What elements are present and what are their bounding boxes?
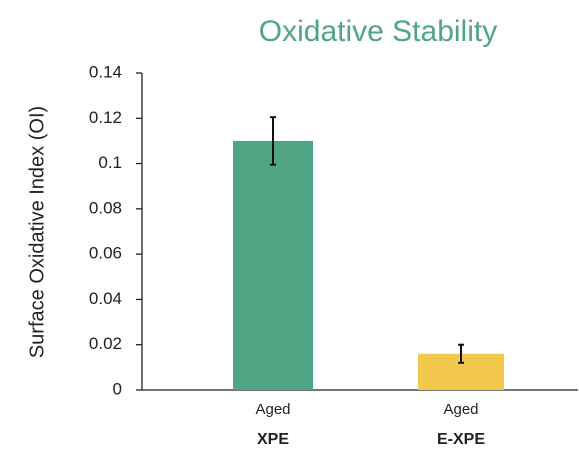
y-tick-label: 0.12: [89, 108, 122, 127]
y-tick-label: 0.04: [89, 289, 122, 308]
y-tick-label: 0.06: [89, 244, 122, 263]
y-tick-label: 0: [113, 379, 122, 398]
chart-title: Oxidative Stability: [259, 15, 497, 48]
x-tick-label: XPE: [257, 431, 289, 448]
x-tick-sublabel: Aged: [255, 401, 290, 418]
x-tick-sublabel: Aged: [443, 401, 478, 418]
x-tick-label: E-XPE: [437, 431, 485, 448]
y-tick-label: 0.02: [89, 334, 122, 353]
bar: [233, 140, 313, 390]
y-tick-label: 0.14: [89, 62, 122, 81]
y-tick-label: 0.1: [98, 153, 122, 172]
y-tick-label: 0.08: [89, 198, 122, 217]
y-axis-label: Surface Oxidative Index (OI): [26, 106, 48, 358]
